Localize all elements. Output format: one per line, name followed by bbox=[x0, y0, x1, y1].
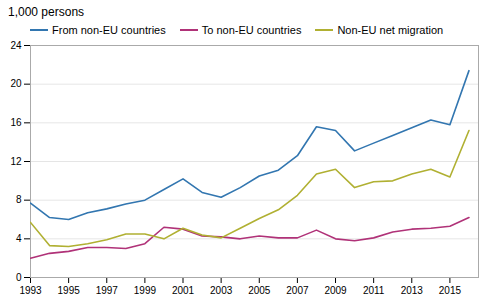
svg-text:12: 12 bbox=[10, 156, 22, 167]
svg-text:8: 8 bbox=[16, 194, 22, 205]
svg-text:2011: 2011 bbox=[363, 285, 385, 296]
html-text:From non-EU countries: From non-EU countries bbox=[52, 24, 166, 36]
svg-text:24: 24 bbox=[10, 40, 22, 51]
svg-text:1997: 1997 bbox=[96, 285, 119, 296]
svg-text:2009: 2009 bbox=[324, 285, 347, 296]
svg-text:1995: 1995 bbox=[58, 285, 81, 296]
svg-text:2007: 2007 bbox=[286, 285, 309, 296]
svg-text:2001: 2001 bbox=[172, 285, 195, 296]
svg-text:4: 4 bbox=[16, 233, 22, 244]
svg-text:2005: 2005 bbox=[248, 285, 271, 296]
svg-text:1993: 1993 bbox=[19, 285, 42, 296]
svg-text:2003: 2003 bbox=[210, 285, 233, 296]
html-text:Non-EU net migration: Non-EU net migration bbox=[337, 24, 444, 36]
svg-text:16: 16 bbox=[10, 117, 22, 128]
svg-text:20: 20 bbox=[10, 78, 22, 89]
html-text:1,000 persons: 1,000 persons bbox=[8, 5, 85, 19]
svg-text:2013: 2013 bbox=[401, 285, 424, 296]
svg-text:0: 0 bbox=[16, 272, 22, 283]
svg-text:1999: 1999 bbox=[134, 285, 157, 296]
html-text:To non-EU countries: To non-EU countries bbox=[201, 24, 302, 36]
svg-text:2015: 2015 bbox=[439, 285, 462, 296]
